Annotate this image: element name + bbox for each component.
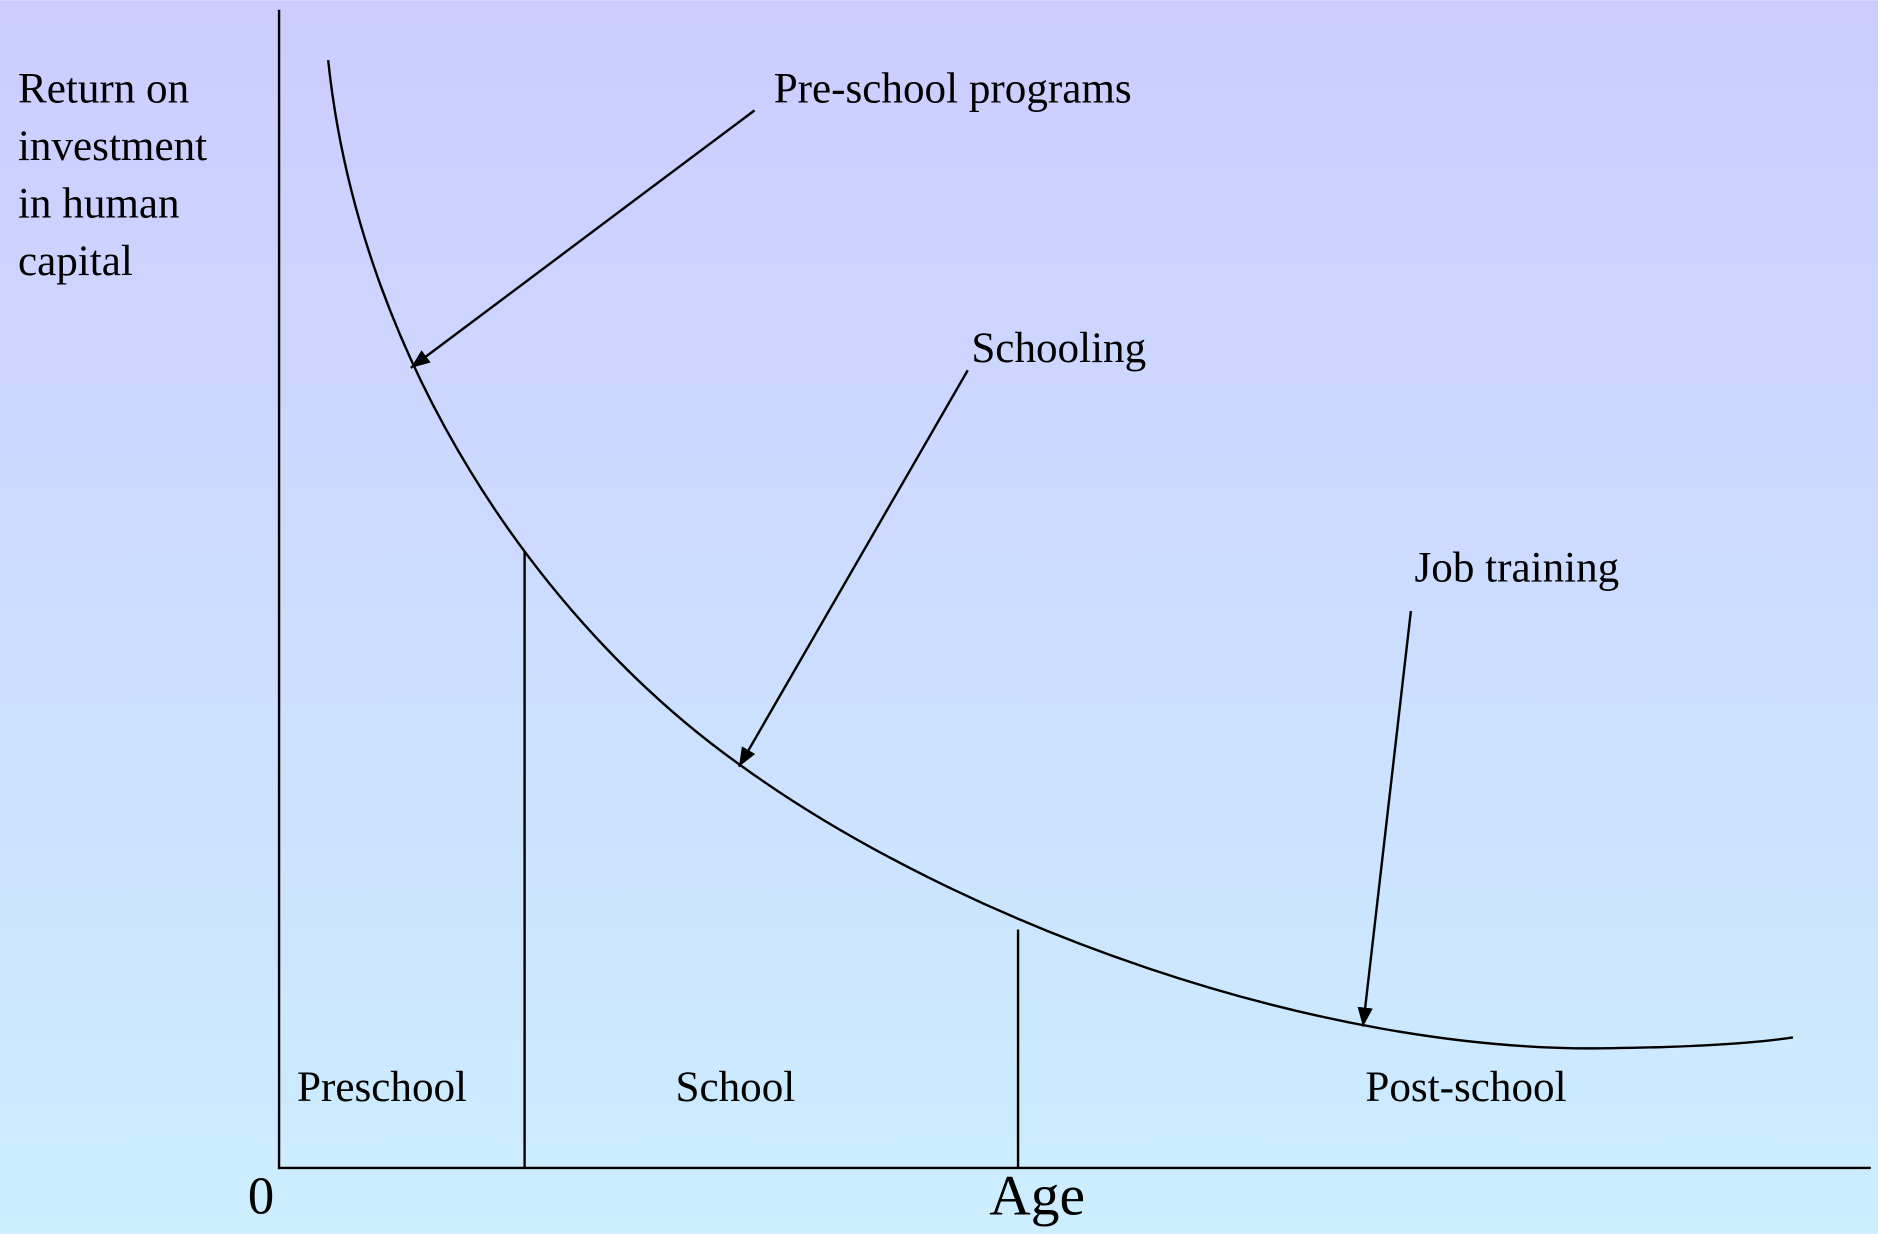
origin-label: 0 — [248, 1168, 274, 1226]
return-curve — [326, 59, 1794, 1050]
annotation: Pre-school programs — [774, 65, 1132, 112]
region-label: Post-school — [1365, 1064, 1566, 1111]
arrow — [410, 109, 756, 369]
y-axis-label: capital — [18, 238, 133, 285]
x-axis-label: Age — [989, 1165, 1085, 1228]
region-label: School — [676, 1064, 796, 1111]
y-axis-label: in human — [18, 180, 180, 227]
arrow — [1357, 610, 1413, 1027]
y-axis-label: investment — [18, 123, 207, 170]
annotation: Job training — [1414, 544, 1619, 591]
annotation: Schooling — [971, 325, 1146, 372]
arrow — [737, 369, 969, 768]
y-axis-label: Return on — [18, 65, 189, 112]
region-label: Preschool — [297, 1064, 467, 1111]
